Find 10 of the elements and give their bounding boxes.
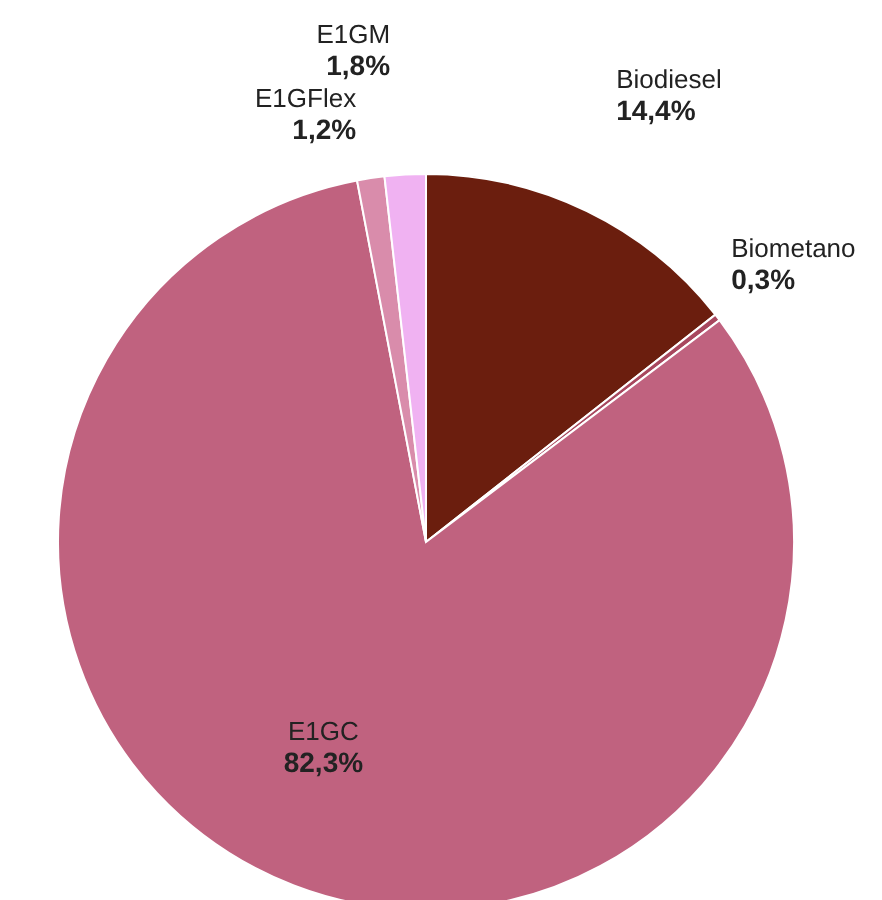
slice-label: E1GC [288,716,359,747]
data-label: 1,2% [292,112,358,145]
data-label: 1,8% [326,48,392,81]
slice-label: E1GFlex [255,82,358,113]
data-label: 0,3% [731,263,797,296]
slice-label: Biometano [731,233,856,264]
data-label: 82,3% [283,746,365,779]
data-label: 14,4% [616,94,697,127]
slice-label: Biodiesel [616,64,722,95]
slice-label: E1GM [316,18,391,49]
